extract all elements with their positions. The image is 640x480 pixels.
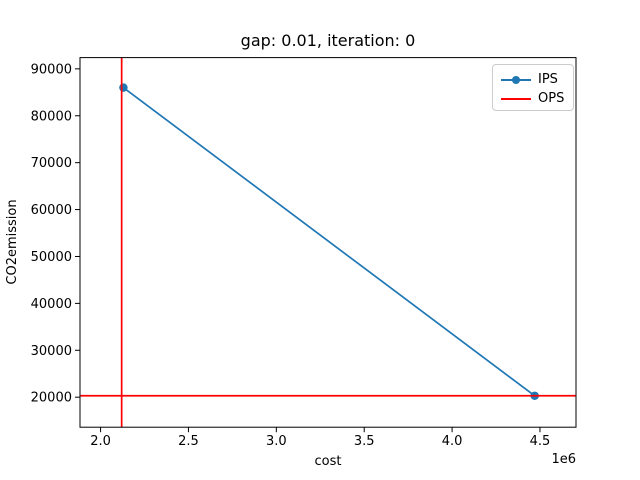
y-axis-label: CO2emission [5, 199, 20, 285]
x-tick-label: 2.5 [178, 434, 199, 449]
chart-title: gap: 0.01, iteration: 0 [240, 31, 416, 50]
x-axis-label: cost [314, 454, 342, 469]
ips-legend-sample [501, 70, 531, 89]
y-tick-label: 40000 [31, 297, 72, 312]
y-tick-label: 70000 [31, 156, 72, 171]
y-tick-label: 30000 [31, 344, 72, 359]
ops-line-icon [501, 97, 531, 100]
legend-entry-ops: OPS [501, 89, 565, 108]
legend: IPS OPS [492, 64, 574, 111]
x-tick-label: 4.5 [530, 434, 551, 449]
y-tick-label: 50000 [31, 250, 72, 265]
y-tick-label: 60000 [31, 203, 72, 218]
x-tick-label: 2.0 [90, 434, 111, 449]
ips-data-point [119, 83, 128, 92]
ops-legend-sample [501, 89, 531, 108]
ips-series-line [122, 86, 536, 397]
y-tick-label: 80000 [31, 109, 72, 124]
x-axis-offset-text: 1e6 [551, 452, 576, 467]
legend-entry-ips: IPS [501, 70, 565, 89]
legend-label-ops: OPS [538, 91, 565, 106]
x-tick-label: 4.0 [442, 434, 463, 449]
ips-marker-icon [512, 75, 520, 84]
y-tick-label: 90000 [31, 62, 72, 77]
legend-label-ips: IPS [538, 72, 558, 87]
y-tick-label: 20000 [31, 391, 72, 406]
x-tick-label: 3.0 [266, 434, 287, 449]
axes-spines [79, 57, 577, 428]
x-tick-label: 3.5 [354, 434, 375, 449]
